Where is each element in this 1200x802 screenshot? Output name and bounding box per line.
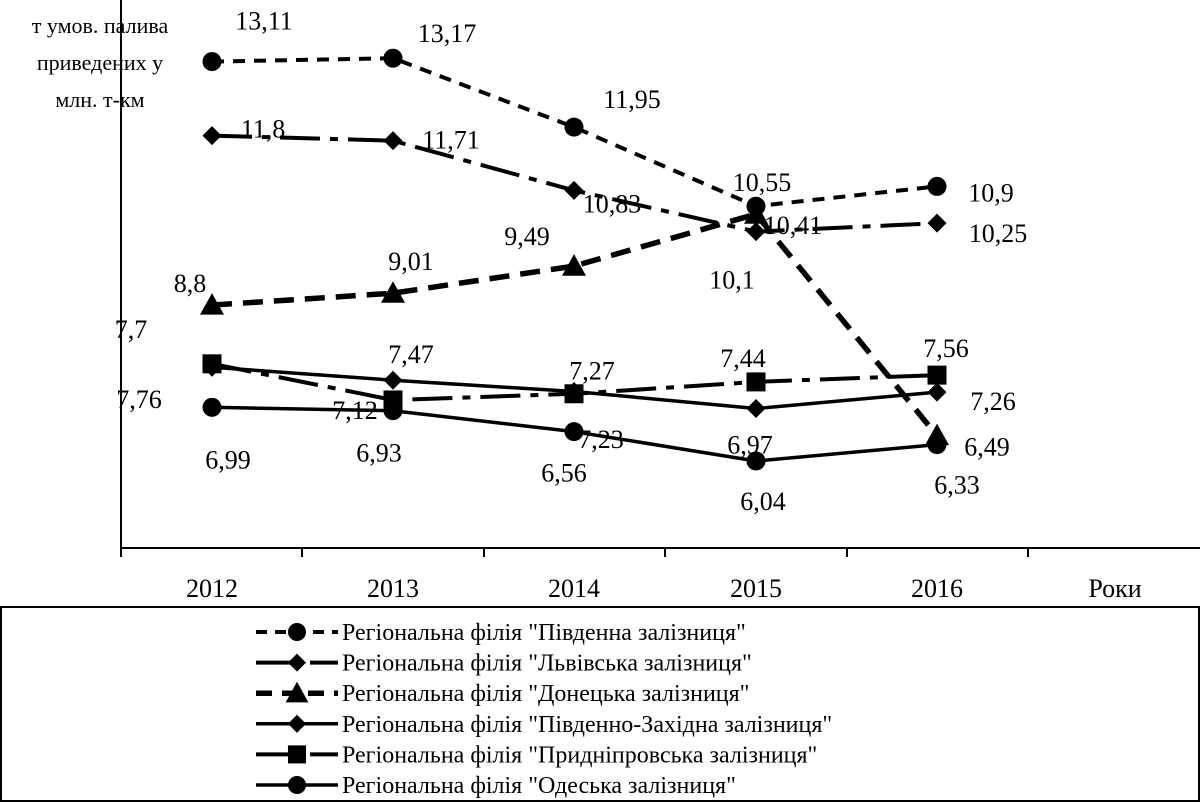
legend-marker-2 xyxy=(287,653,307,672)
data-label-1-2016: 10,9 xyxy=(968,178,1014,207)
data-label-6-2012: 6,99 xyxy=(205,445,251,474)
series-3-point-2014 xyxy=(562,254,586,276)
series-1-line xyxy=(211,56,938,209)
data-label-3-2012: 8,8 xyxy=(174,269,207,298)
series-5-point-2014 xyxy=(564,384,584,404)
series-6-point-2015 xyxy=(746,451,766,471)
legend-label-4: Регіональна філія "Південно-Західна залі… xyxy=(342,712,832,738)
legend-label-5: Регіональна філія "Придніпровська залізн… xyxy=(342,742,817,768)
data-label-4-2016: 7,26 xyxy=(970,387,1016,416)
data-label-3-2014: 9,49 xyxy=(504,222,550,251)
legend-item-5: Регіональна філія "Придніпровська залізн… xyxy=(256,742,817,768)
y-axis-label-line-2: приведених у xyxy=(37,50,163,75)
x-tick-label-2015: 2015 xyxy=(730,574,782,603)
legend-marker-1 xyxy=(287,622,307,642)
legend-label-2: Регіональна філія "Львівська залізниця" xyxy=(342,651,752,677)
data-label-1-2014: 11,95 xyxy=(603,85,661,114)
data-label-4-2013: 7,47 xyxy=(388,340,434,369)
legend-label-1: Регіональна філія "Південна залізниця" xyxy=(342,620,746,646)
series-1-point-2016 xyxy=(927,176,947,196)
series-6-point-2013 xyxy=(383,401,403,421)
series-4-point-2013 xyxy=(383,370,403,390)
series-2 xyxy=(202,126,947,242)
series-1-point-2013 xyxy=(383,48,403,68)
data-label-3-2015: 10,41 xyxy=(764,211,823,240)
legend: Регіональна філія "Південна залізниця" Ре… xyxy=(256,620,832,799)
x-tick-label-2013: 2013 xyxy=(367,574,419,603)
legend-item-1: Регіональна філія "Південна залізниця" xyxy=(256,620,746,646)
series-1-point-2014 xyxy=(564,117,584,137)
y-axis-label-line-1: т умов. палива xyxy=(32,13,169,38)
data-label-5-2013: 7,12 xyxy=(332,396,378,425)
legend-item-4: Регіональна філія "Південно-Західна залі… xyxy=(256,712,832,738)
data-label-6-2014: 6,56 xyxy=(541,459,587,488)
data-label-4-2014: 7,27 xyxy=(569,357,615,386)
series-6-point-2016 xyxy=(927,435,947,455)
series-5 xyxy=(202,354,947,410)
series-5-point-2012 xyxy=(202,354,222,374)
series-2-point-2012 xyxy=(202,126,222,146)
data-label-2-2015: 10,1 xyxy=(709,266,755,295)
data-label-5-2015: 7,44 xyxy=(720,344,766,373)
data-labels: 13,11 13,17 11,95 10,55 10,9 11,8 11,71 10,83 10… xyxy=(115,7,1028,516)
data-label-2-2016: 10,25 xyxy=(969,219,1028,248)
series-3-point-2015 xyxy=(744,202,768,224)
data-label-5-2014: 7,23 xyxy=(578,425,624,454)
data-label-6-2016: 6,33 xyxy=(934,471,980,500)
series-2-point-2013 xyxy=(383,131,403,151)
series-6-point-2014 xyxy=(564,422,584,442)
series-3-point-2013 xyxy=(381,281,405,303)
x-axis-tick-labels: 2012 2013 2014 2015 2016 xyxy=(186,574,963,603)
series-4-point-2015 xyxy=(746,398,766,418)
series-4-point-2016 xyxy=(927,382,947,402)
data-label-2-2013: 11,71 xyxy=(422,126,480,155)
x-axis-ticks xyxy=(120,548,1029,557)
legend-item-2: Регіональна філія "Львівська залізниця" xyxy=(256,651,752,677)
data-label-4-2012: 7,7 xyxy=(115,315,148,344)
legend-marker-4 xyxy=(287,714,307,733)
series-5-point-2015 xyxy=(746,372,766,392)
legend-box xyxy=(0,606,1200,802)
data-label-6-2013: 6,93 xyxy=(356,439,402,468)
data-label-3-2013: 9,01 xyxy=(388,247,434,276)
series-5-point-2016 xyxy=(927,365,947,385)
series-6 xyxy=(202,397,947,471)
data-label-5-2012: 7,76 xyxy=(116,385,162,414)
series-6-point-2012 xyxy=(202,397,222,417)
series-2-point-2014 xyxy=(564,180,584,200)
legend-item-3: Регіональна філія "Донецька залізниця" xyxy=(256,681,749,707)
legend-marker-5 xyxy=(287,745,307,764)
data-label-4-2015: 6,97 xyxy=(727,430,773,459)
data-label-3-2016: 6,49 xyxy=(964,433,1010,462)
legend-item-6: Регіональна філія "Одеська залізниця" xyxy=(256,773,736,799)
series-3-point-2012 xyxy=(200,293,224,315)
data-label-2-2014: 10,83 xyxy=(583,189,642,218)
y-axis-label-line-3: млн. т-км xyxy=(55,87,144,112)
series-1-point-2012 xyxy=(202,52,222,72)
data-label-5-2016: 7,56 xyxy=(923,334,969,363)
legend-marker-3 xyxy=(285,681,309,703)
legend-marker-6 xyxy=(287,775,307,795)
plot-area xyxy=(200,48,949,471)
legend-label-3: Регіональна філія "Донецька залізниця" xyxy=(342,681,749,707)
data-label-6-2015: 6,04 xyxy=(740,487,786,516)
series-2-point-2016 xyxy=(927,213,947,233)
data-label-1-2015: 10,55 xyxy=(733,168,792,197)
x-tick-label-2012: 2012 xyxy=(186,574,238,603)
data-label-2-2012: 11,8 xyxy=(241,115,286,144)
data-label-1-2013: 13,17 xyxy=(418,19,477,48)
series-2-point-2015 xyxy=(746,222,766,242)
data-label-1-2012: 13,11 xyxy=(235,7,293,36)
x-tick-label-2016: 2016 xyxy=(911,574,963,603)
x-axis-label: Роки xyxy=(1088,574,1141,603)
x-tick-label-2014: 2014 xyxy=(548,574,600,603)
y-axis-label: т умов. палива приведених у млн. т-км xyxy=(32,13,169,112)
legend-label-6: Регіональна філія "Одеська залізниця" xyxy=(342,773,736,799)
